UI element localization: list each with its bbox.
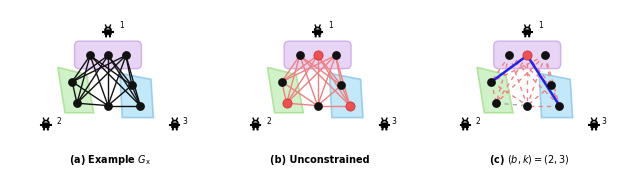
Point <box>504 54 515 57</box>
Point <box>345 104 355 107</box>
Text: 2: 2 <box>476 117 481 126</box>
Point <box>491 102 501 105</box>
FancyBboxPatch shape <box>284 41 351 69</box>
Point <box>522 54 532 57</box>
Text: 2: 2 <box>266 117 271 126</box>
Polygon shape <box>268 67 303 113</box>
Point <box>72 102 82 105</box>
FancyBboxPatch shape <box>43 123 49 128</box>
Point <box>127 84 137 87</box>
FancyBboxPatch shape <box>252 123 259 128</box>
Title: (c) $(b,k)=(2,3)$: (c) $(b,k)=(2,3)$ <box>490 153 570 167</box>
Point <box>546 84 556 87</box>
FancyBboxPatch shape <box>172 123 178 128</box>
Polygon shape <box>539 73 573 117</box>
Point <box>135 104 145 107</box>
FancyBboxPatch shape <box>104 30 111 35</box>
FancyBboxPatch shape <box>314 30 321 35</box>
Text: 3: 3 <box>392 117 396 126</box>
Point <box>294 54 305 57</box>
FancyBboxPatch shape <box>462 123 468 128</box>
Point <box>85 54 95 57</box>
Polygon shape <box>120 73 154 117</box>
Point <box>121 54 131 57</box>
FancyBboxPatch shape <box>524 30 531 35</box>
Point <box>330 54 340 57</box>
Point <box>486 80 497 83</box>
Polygon shape <box>330 73 363 117</box>
Text: 1: 1 <box>538 21 543 30</box>
Polygon shape <box>58 67 93 113</box>
Title: (a) Example $G_\mathrm{x}$: (a) Example $G_\mathrm{x}$ <box>69 153 152 167</box>
Text: 3: 3 <box>601 117 606 126</box>
Point <box>103 104 113 107</box>
Text: 1: 1 <box>328 21 333 30</box>
Point <box>337 84 347 87</box>
Polygon shape <box>477 67 513 113</box>
Point <box>554 104 564 107</box>
Text: 3: 3 <box>182 117 187 126</box>
FancyBboxPatch shape <box>591 123 597 128</box>
Point <box>67 80 77 83</box>
FancyBboxPatch shape <box>75 41 141 69</box>
Text: 2: 2 <box>57 117 61 126</box>
Point <box>312 54 323 57</box>
Text: 1: 1 <box>119 21 124 30</box>
Point <box>312 104 323 107</box>
Point <box>282 102 292 105</box>
Title: (b) Unconstrained: (b) Unconstrained <box>270 155 370 165</box>
FancyBboxPatch shape <box>494 41 561 69</box>
FancyBboxPatch shape <box>381 123 388 128</box>
Point <box>522 104 532 107</box>
Point <box>103 54 113 57</box>
Point <box>540 54 550 57</box>
Point <box>276 80 287 83</box>
